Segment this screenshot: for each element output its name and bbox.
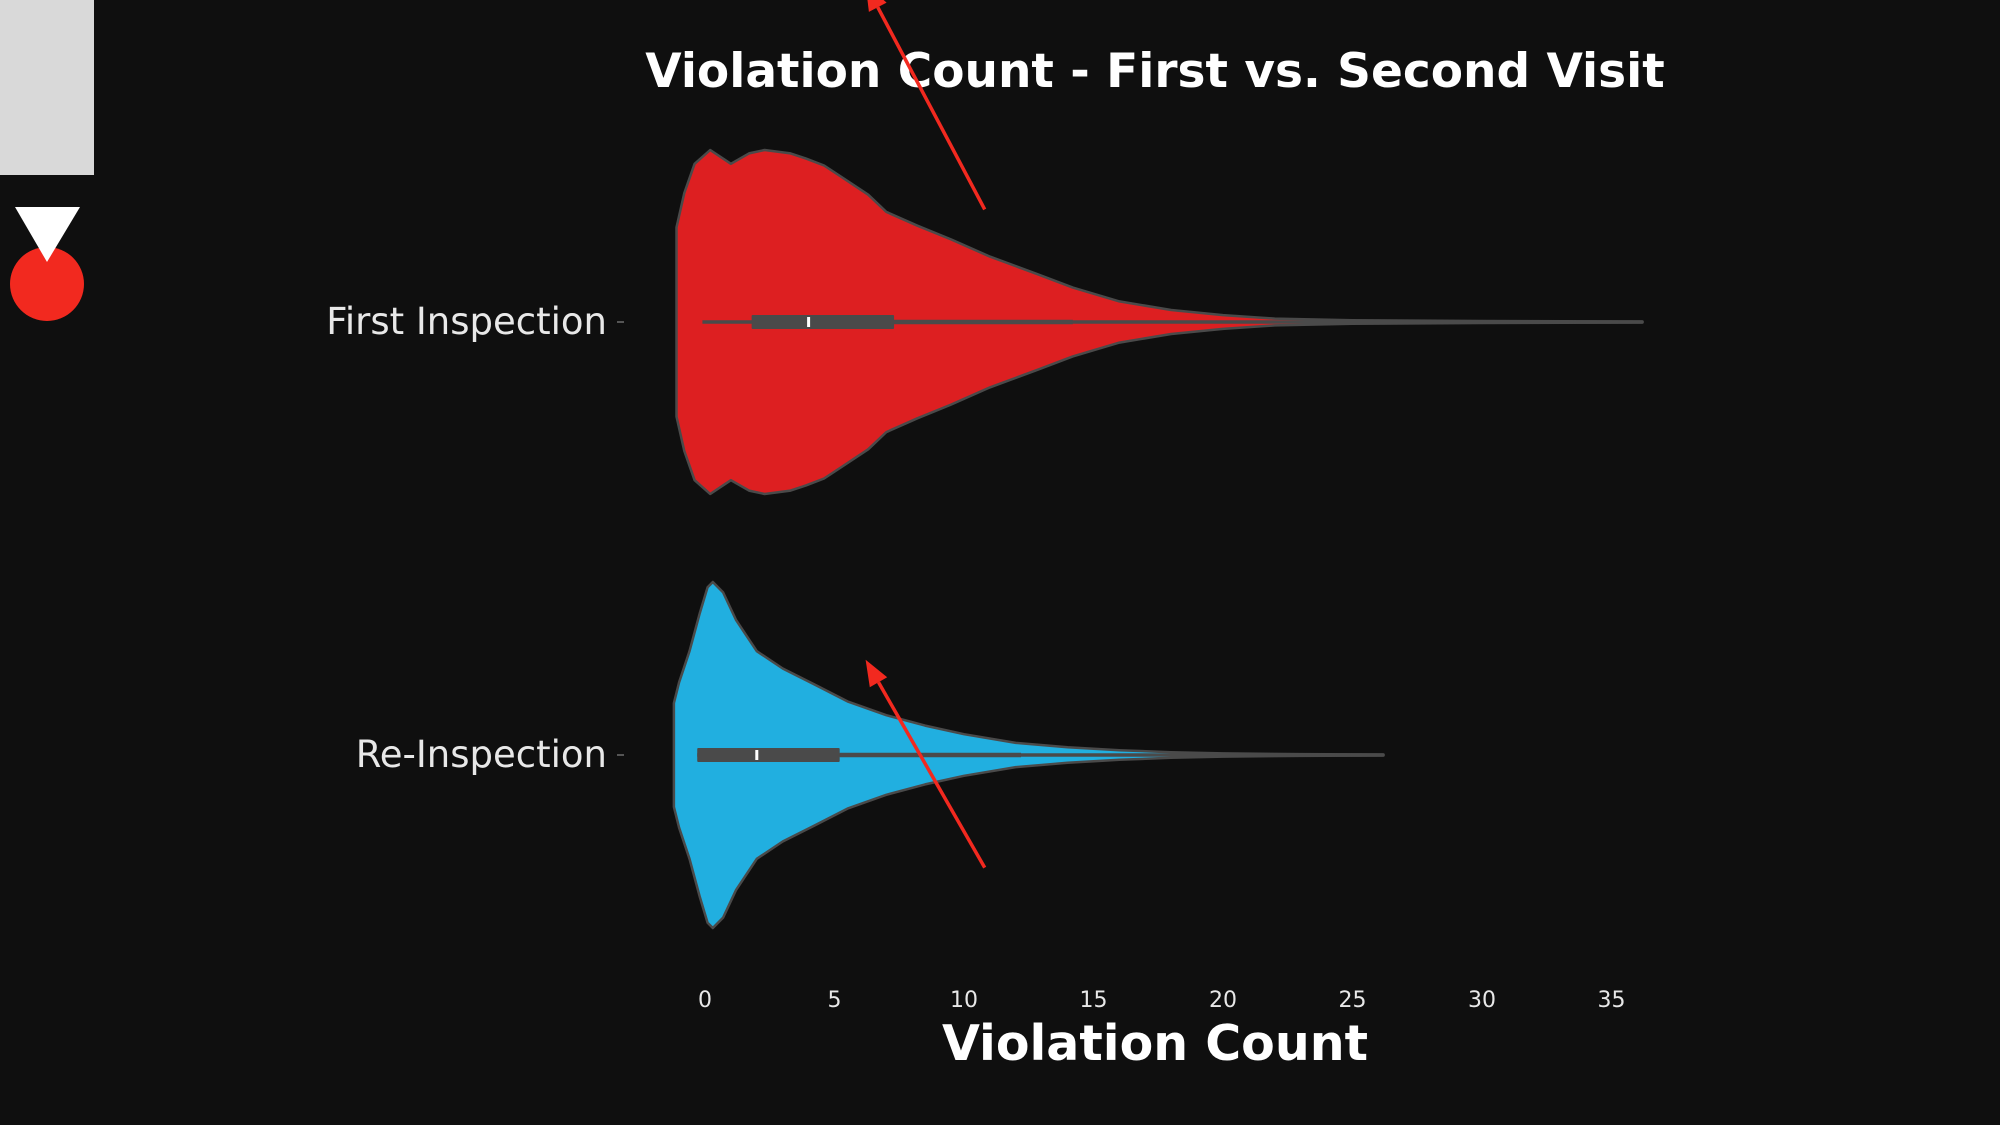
arrow-shaft [876,6,987,211]
violin-re-inspection [672,580,1385,930]
annotation-arrow [867,0,987,211]
marker-down-triangle [15,207,80,262]
x-tick-label: 10 [950,988,978,1013]
violin-first-inspection [675,148,1644,496]
x-tick-label: 0 [698,988,712,1013]
median-marker-re-inspection [755,750,759,760]
arrow-head [867,0,887,12]
x-tick-label: 25 [1339,988,1367,1013]
annotation-arrow [865,659,987,869]
median-marker-first-inspection [807,317,811,327]
category-label-first-inspection: First Inspection [326,300,607,343]
marker-circle [10,247,84,321]
x-axis-label: Violation Count [942,1015,1368,1072]
plot-area: First Inspection Re-Inspection 0 5 10 15 20 25 3… [326,0,1644,1013]
x-tick-label: 35 [1598,988,1626,1013]
arrow-shaft [876,681,987,869]
x-tick-label: 5 [828,988,842,1013]
x-tick-label: 20 [1209,988,1237,1013]
arrow-head [865,659,888,688]
marker-icon[interactable] [10,207,84,321]
x-tick-label: 30 [1468,988,1496,1013]
iqr-box-first-inspection [751,315,895,329]
iqr-box-re-inspection [697,748,840,762]
chart-title: Violation Count - First vs. Second Visit [645,44,1664,99]
category-label-re-inspection: Re-Inspection [356,733,607,776]
side-panel[interactable] [0,0,94,175]
x-tick-label: 15 [1080,988,1108,1013]
